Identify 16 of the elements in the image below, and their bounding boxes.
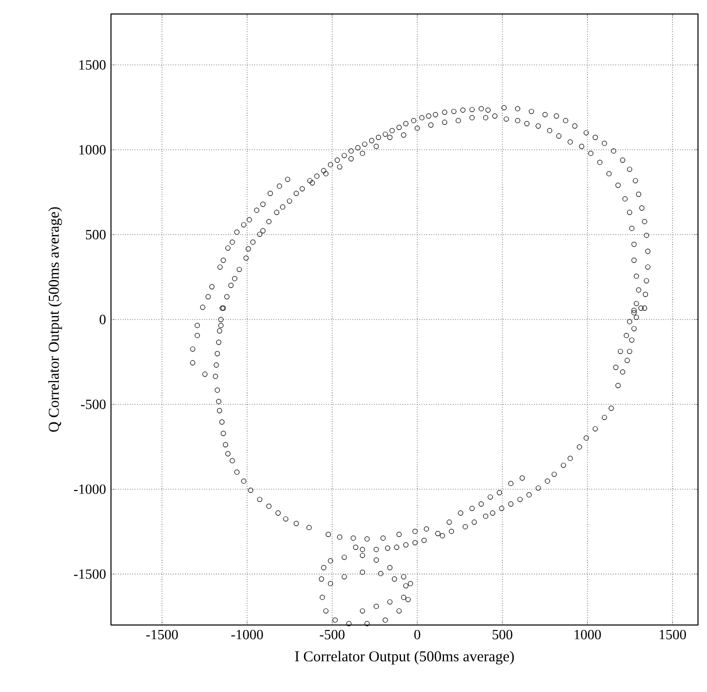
y-tick-label: 0 xyxy=(100,314,106,324)
x-tick-label: 500 xyxy=(492,630,512,640)
y-tick-label: -1500 xyxy=(74,569,106,579)
y-tick-label: 500 xyxy=(86,230,106,240)
x-tick-label: -500 xyxy=(320,630,344,640)
x-tick-label: 1000 xyxy=(574,630,601,640)
y-tick-label: 1500 xyxy=(79,60,106,70)
y-axis-title: Q Correlator Output (500ms average) xyxy=(48,207,62,432)
y-tick-label: 1000 xyxy=(79,145,106,154)
y-tick-label: -500 xyxy=(80,400,106,410)
x-tick-label: -1500 xyxy=(146,630,178,640)
y-tick-label: -1000 xyxy=(74,484,106,494)
x-tick-label: 1500 xyxy=(660,630,686,640)
x-axis-title: I Correlator Output (500ms average) xyxy=(295,650,514,664)
x-tick-label: -1000 xyxy=(231,630,263,640)
x-tick-label: 0 xyxy=(414,630,420,640)
